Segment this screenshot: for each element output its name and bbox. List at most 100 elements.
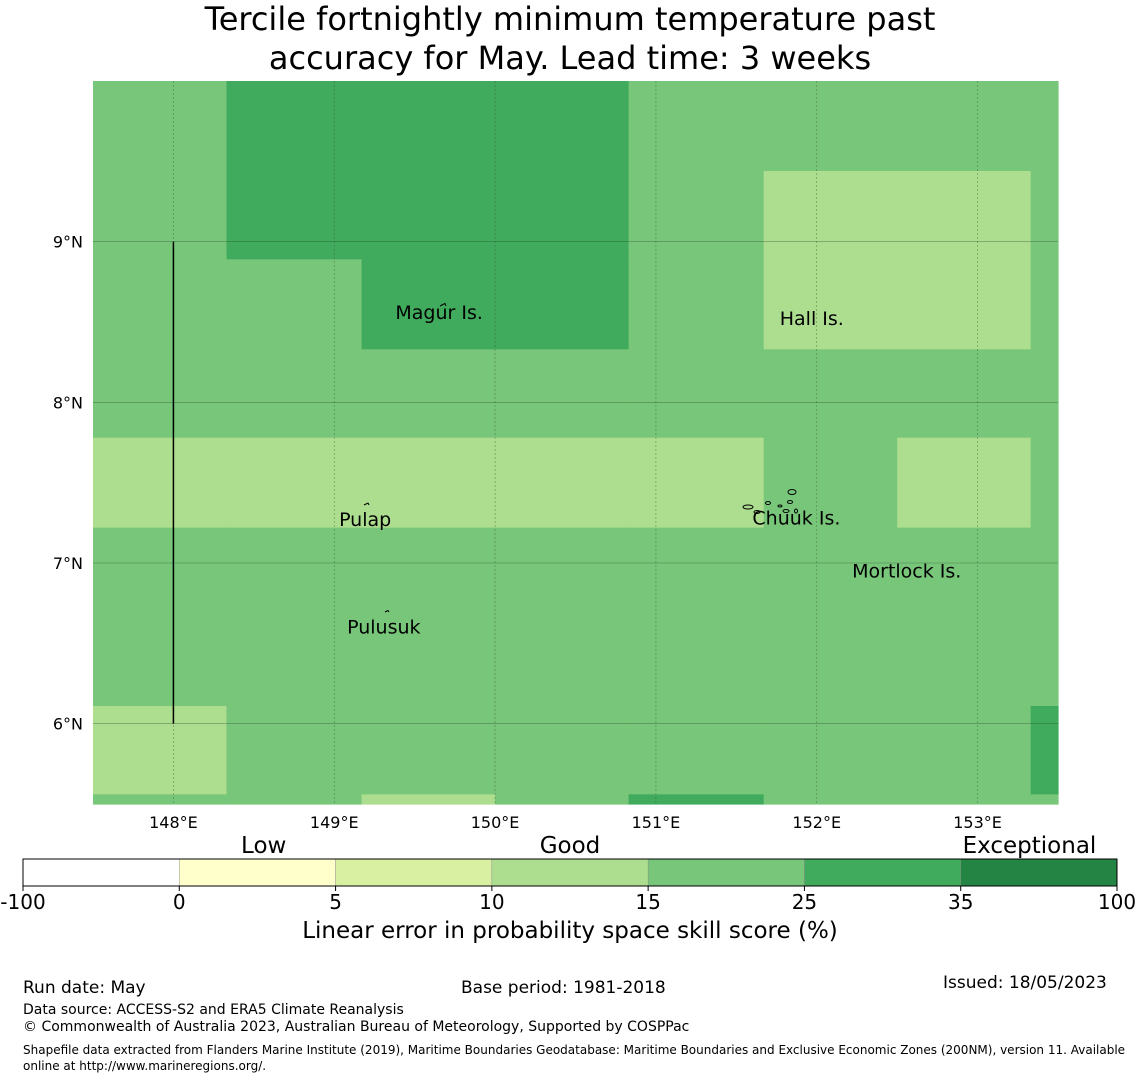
grid-cell xyxy=(93,527,228,617)
grid-cell xyxy=(495,794,630,805)
grid-cell xyxy=(1030,259,1059,350)
grid-cell xyxy=(763,259,898,350)
lat-tick-label: 9°N xyxy=(53,233,83,252)
island-outline xyxy=(753,510,761,514)
grid-cell xyxy=(361,705,496,795)
island-outline xyxy=(787,489,797,495)
grid-cell xyxy=(897,527,1032,617)
colorbar-category-label: Good xyxy=(540,833,601,859)
grid-cell xyxy=(93,349,228,439)
island-outline xyxy=(765,501,771,505)
colorbar-tick-label: 100 xyxy=(1098,890,1136,914)
copyright: © Commonwealth of Australia 2023, Austra… xyxy=(23,1019,690,1035)
grid-cell xyxy=(628,170,765,260)
lat-tick-label: 7°N xyxy=(53,554,83,573)
place-labels: Magur Is. Hall Is. Pulap Chuuk Is. Mortlock … xyxy=(339,302,961,639)
latitude-tick-labels: 9°N 8°N 7°N 6°N xyxy=(53,233,83,734)
grid-cell xyxy=(763,349,898,439)
grid-cell xyxy=(495,349,630,439)
grid-cell xyxy=(93,705,228,795)
run-date: Run date: May xyxy=(23,978,146,998)
colorbar-tick-label: 0 xyxy=(173,890,186,914)
grid-cell xyxy=(628,259,765,350)
colorbar-tick-label: 15 xyxy=(635,890,660,914)
island-outline xyxy=(777,504,783,508)
grid-cell xyxy=(495,437,630,529)
grid-cell xyxy=(897,170,1032,260)
grid-cell xyxy=(897,437,1032,529)
grid-cell xyxy=(628,527,765,617)
grid-cell xyxy=(495,705,630,795)
grid-cell xyxy=(495,170,630,260)
grid-cell xyxy=(897,705,1032,795)
colorbar-category-label: Exceptional xyxy=(963,833,1097,859)
place-label: Pulap xyxy=(339,509,391,531)
lon-tick-label: 152°E xyxy=(792,813,841,832)
grid-cell xyxy=(1030,616,1059,707)
colorbar-bin xyxy=(491,858,649,887)
colorbar-tick-label: 35 xyxy=(948,890,973,914)
grid-cell xyxy=(495,616,630,707)
base-period: Base period: 1981-2018 xyxy=(461,978,666,998)
grid-cell xyxy=(226,437,363,529)
grid-cell xyxy=(763,616,898,707)
longitude-tick-labels: 148°E 149°E 150°E 151°E 152°E 153°E xyxy=(149,813,1002,832)
grid-cell xyxy=(897,616,1032,707)
grid-cell xyxy=(763,437,898,529)
grid-cell xyxy=(93,437,228,529)
grid-cell xyxy=(1030,81,1059,172)
island-outline xyxy=(782,509,790,513)
place-label: Magur Is. xyxy=(395,302,483,324)
grid-cell xyxy=(226,81,363,172)
place-label: Chuuk Is. xyxy=(752,507,840,529)
issued-date: Issued: 18/05/2023 xyxy=(943,973,1107,993)
grid-cell xyxy=(763,527,898,617)
grid-cell xyxy=(1030,349,1059,439)
grid-cell xyxy=(628,705,765,795)
colorbar-tick-label: 25 xyxy=(792,890,817,914)
place-label: Hall Is. xyxy=(780,308,844,330)
colorbar-bin xyxy=(804,858,961,887)
shapefile-note: Shapefile data extracted from Flanders M… xyxy=(23,1043,1126,1073)
grid-cell xyxy=(628,616,765,707)
grid-cell xyxy=(1030,437,1059,529)
lon-tick-label: 151°E xyxy=(632,813,681,832)
grid-cell xyxy=(361,527,496,617)
colorbar-bin xyxy=(179,858,336,887)
grid-cell xyxy=(1030,794,1059,805)
colorbar-tick-label: 10 xyxy=(479,890,504,914)
grid-cell xyxy=(361,794,496,805)
colorbar-tick-label: 5 xyxy=(329,890,342,914)
colorbar-bin xyxy=(647,858,805,887)
grid-cell xyxy=(495,527,630,617)
lon-tick-label: 153°E xyxy=(953,813,1002,832)
lat-tick-label: 6°N xyxy=(53,715,83,734)
colorbar-bin xyxy=(960,858,1118,887)
grid-cell xyxy=(361,259,496,350)
grid-cell xyxy=(628,81,765,172)
island-outline xyxy=(794,508,798,514)
grid-cell xyxy=(226,616,363,707)
grid-cell xyxy=(897,259,1032,350)
island-outline xyxy=(439,302,447,307)
grid-cell xyxy=(763,170,898,260)
grid-cell xyxy=(628,794,765,805)
grid-cell xyxy=(93,81,228,172)
data-source: Data source: ACCESS-S2 and ERA5 Climate … xyxy=(23,1002,404,1018)
map-title: Tercile fortnightly minimum temperature … xyxy=(0,0,1140,78)
island-outline xyxy=(787,500,793,504)
grid-cell xyxy=(1030,527,1059,617)
grid-cell xyxy=(93,170,228,260)
lon-tick-label: 150°E xyxy=(471,813,520,832)
grid-cell xyxy=(763,794,898,805)
grid-cell xyxy=(361,81,496,172)
grid-cell xyxy=(628,437,765,529)
grid-cell xyxy=(226,527,363,617)
grid-cell xyxy=(1030,705,1059,795)
grid-cell xyxy=(226,705,363,795)
colorbar-title: Linear error in probability space skill … xyxy=(302,918,838,944)
grid-cell xyxy=(897,349,1032,439)
grid-cell xyxy=(495,259,630,350)
map-canvas: Magur Is. Hall Is. Pulap Chuuk Is. Mortlock … xyxy=(0,81,1136,914)
grid-cell xyxy=(763,81,898,172)
